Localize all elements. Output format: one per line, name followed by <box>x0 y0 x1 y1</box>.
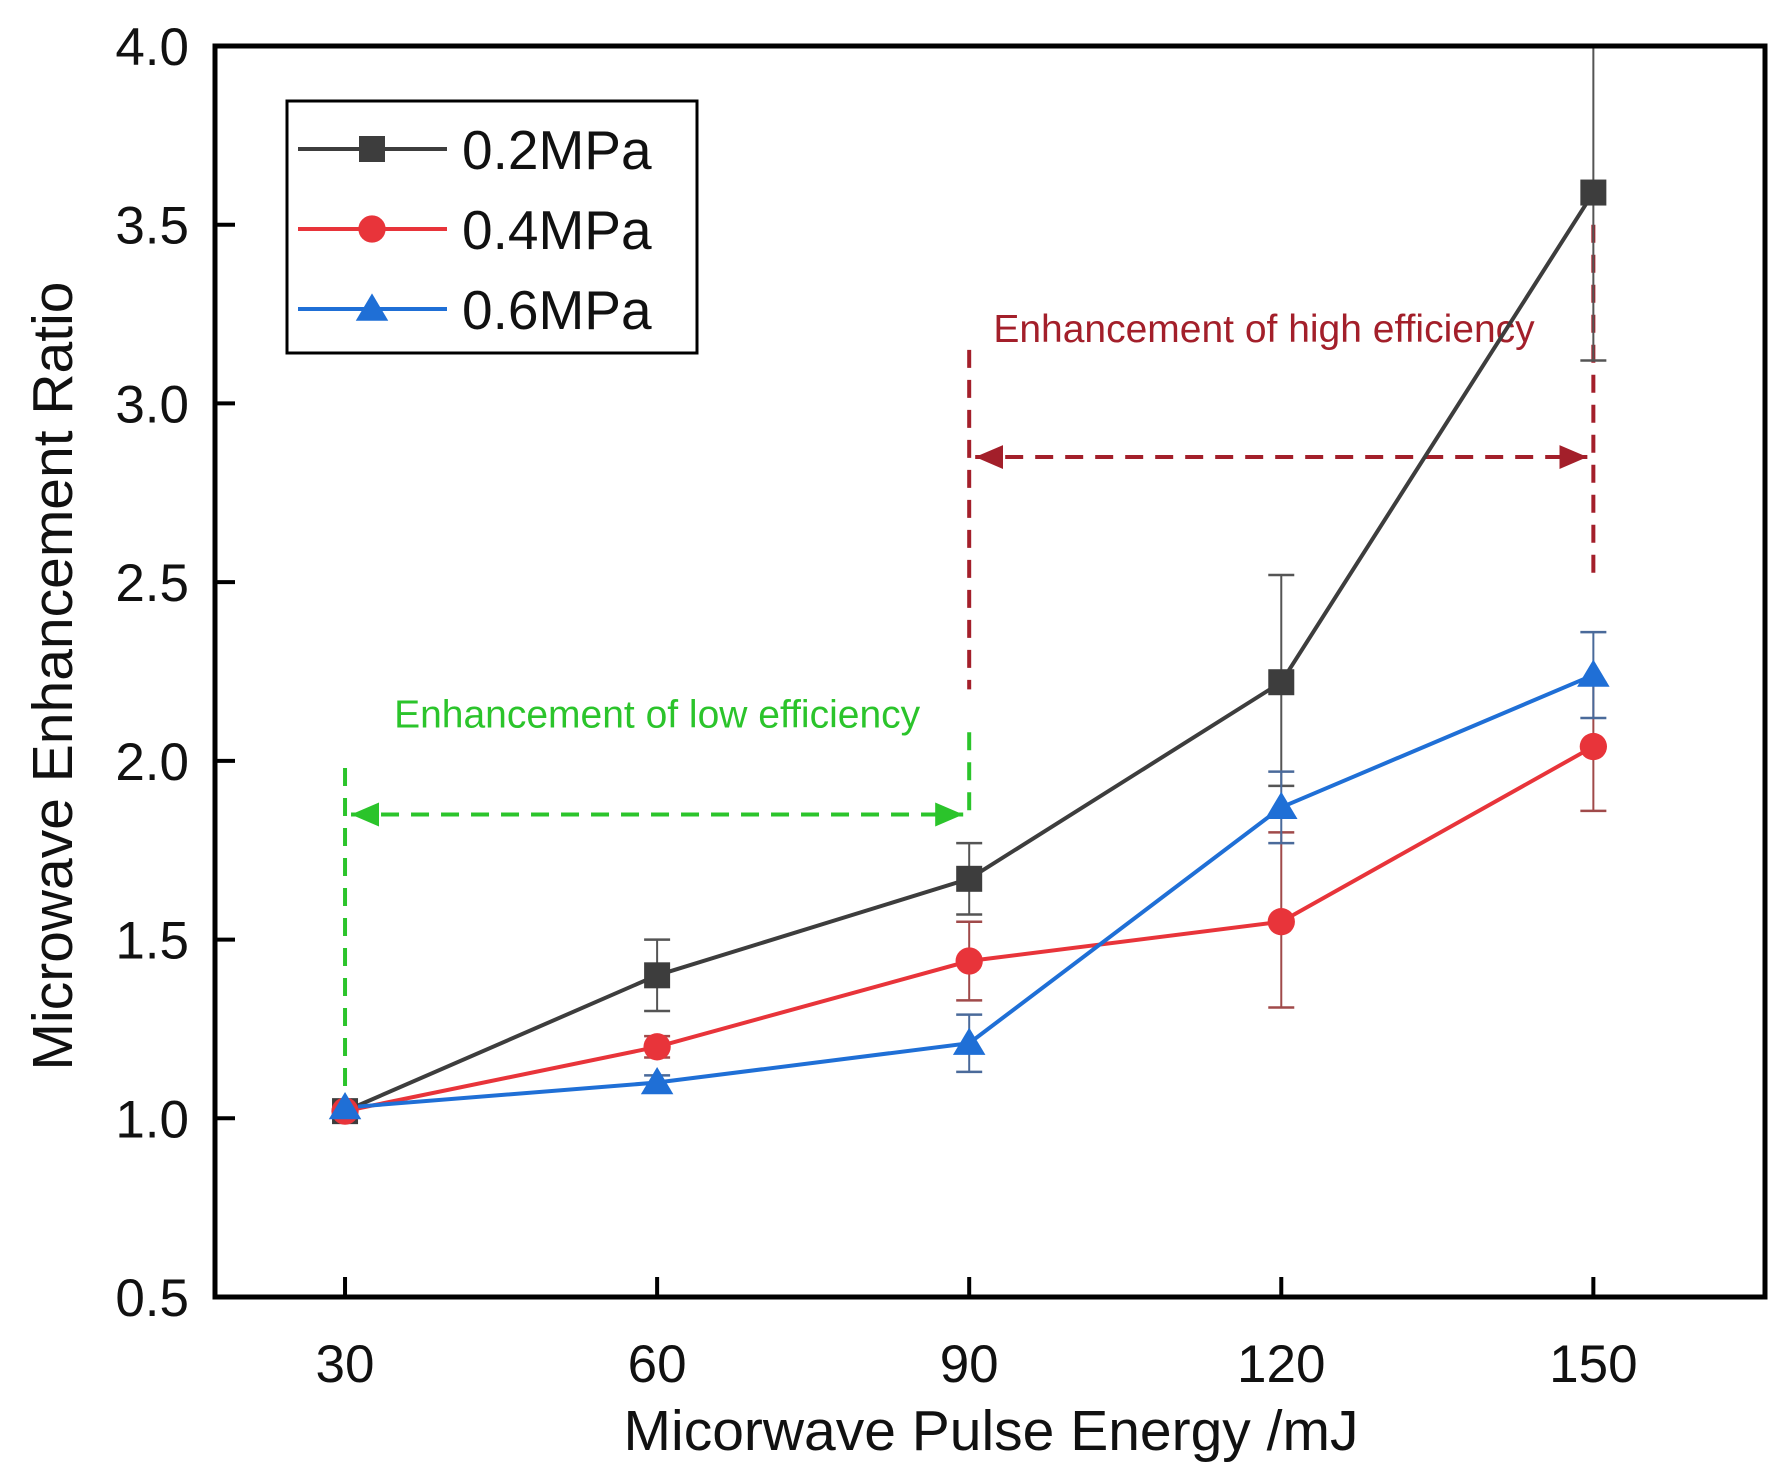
y-tick-label: 0.5 <box>115 1269 189 1328</box>
annotation-label: Enhancement of low efficiency <box>394 693 921 736</box>
y-tick-label: 1.5 <box>115 912 189 971</box>
y-tick-label: 2.5 <box>115 554 189 613</box>
legend-marker <box>358 215 386 243</box>
plot-frame <box>212 43 1768 1300</box>
data-point-0.2MPa <box>1580 179 1607 206</box>
x-tick-label: 60 <box>628 1335 687 1394</box>
annotation-label: Enhancement of high efficiency <box>993 308 1535 351</box>
legend-label: 0.2MPa <box>462 119 652 181</box>
y-axis-title: Microwave Enhancement Ratio <box>21 282 85 1071</box>
y-tick-label: 4.0 <box>115 18 189 77</box>
y-tick-label: 2.0 <box>115 733 189 792</box>
x-tick-label: 150 <box>1549 1335 1637 1394</box>
y-tick-label: 3.5 <box>115 197 189 256</box>
x-tick-label: 120 <box>1237 1335 1325 1394</box>
data-point-0.6MPa <box>1265 791 1298 820</box>
data-point-0.2MPa <box>1268 669 1295 696</box>
data-point-0.6MPa <box>1577 659 1610 687</box>
y-tick-label: 3.0 <box>115 375 189 434</box>
series-markers <box>328 179 1610 1125</box>
data-point-0.4MPa <box>643 1033 671 1061</box>
legend-label: 0.4MPa <box>462 199 652 261</box>
data-point-0.6MPa <box>640 1066 674 1095</box>
y-tick-label: 1.0 <box>115 1090 189 1149</box>
data-point-0.2MPa <box>956 865 983 892</box>
legend: 0.2MPa 0.4MPa 0.6MPa <box>285 99 699 355</box>
data-point-0.2MPa <box>644 962 671 989</box>
data-point-0.6MPa <box>328 1091 362 1120</box>
legend-marker <box>355 293 389 321</box>
data-point-0.4MPa <box>955 947 983 975</box>
x-axis-title: Micorwave Pulse Energy /mJ <box>624 1399 1359 1463</box>
x-tick-label: 90 <box>940 1335 999 1394</box>
annotations: Enhancement of low efficiency Enhancement… <box>343 224 1596 1119</box>
axis-ticks: 30 60 90 120 150 0.5 1.0 1.5 2.0 2.5 3.0 3.5 4.0 <box>115 18 1637 1394</box>
data-point-0.6MPa <box>952 1027 986 1055</box>
data-point-0.4MPa <box>1579 732 1608 761</box>
x-tick-label: 30 <box>316 1335 375 1394</box>
legend-label: 0.6MPa <box>462 279 652 341</box>
data-point-0.4MPa <box>1267 908 1295 936</box>
legend-marker <box>359 136 385 162</box>
